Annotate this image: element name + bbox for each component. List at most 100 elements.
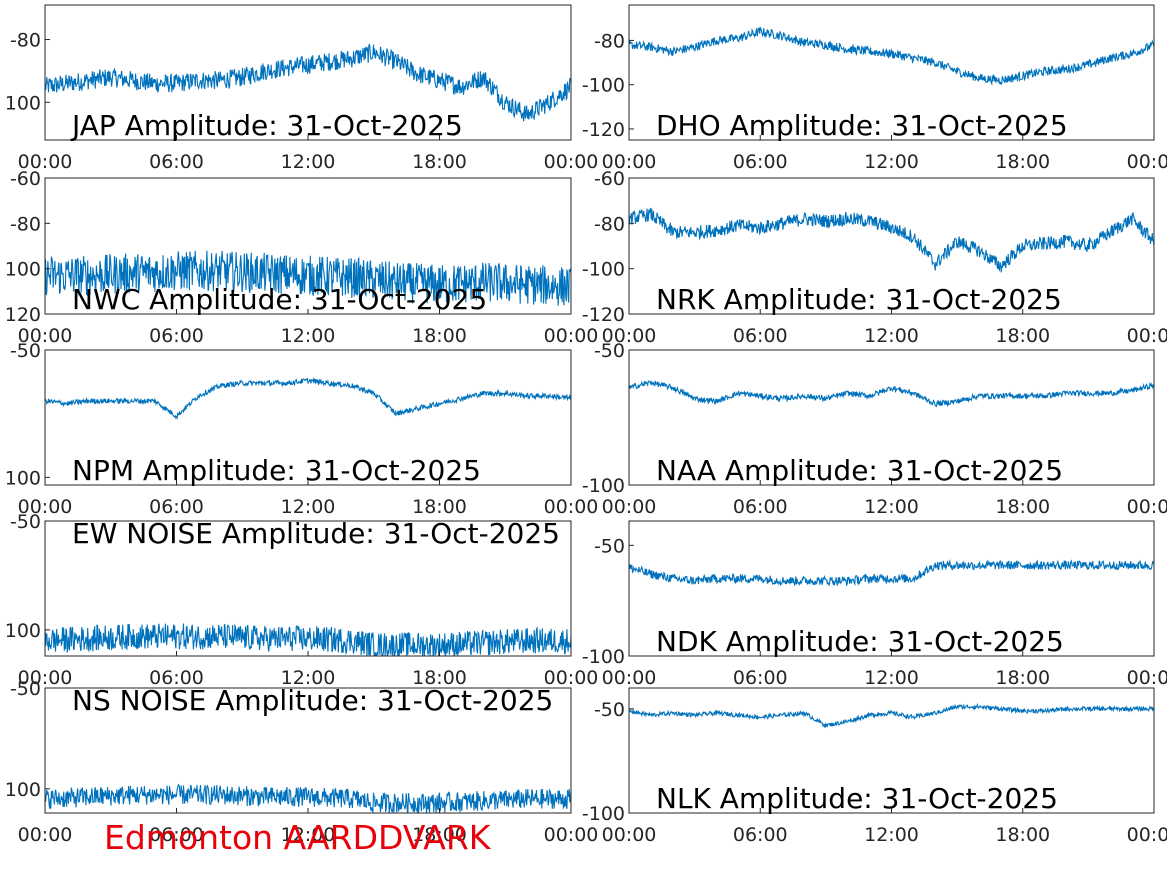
ns-noise-x-tick-label: 00:00 [18, 824, 73, 846]
npm-x-tick-label: 00:00 [18, 496, 73, 518]
naa-x-tick-label: 12:00 [864, 496, 919, 518]
npm-title: NPM Amplitude: 31-Oct-2025 [72, 454, 481, 487]
ndk-x-tick-label: 18:00 [995, 667, 1050, 689]
nwc-x-tick-label: 00:00 [18, 325, 73, 347]
nrk-y-tick-label: -80 [594, 213, 625, 235]
ndk-title: NDK Amplitude: 31-Oct-2025 [656, 625, 1064, 658]
nwc-x-tick-label: 00:00 [544, 325, 599, 347]
nrk-x-tick-label: 00:00 [1127, 325, 1167, 347]
jap-trace [45, 43, 571, 122]
naa-trace [629, 379, 1154, 408]
ns-noise-y-tick-label: -50 [10, 678, 41, 700]
dho-x-tick-label: 18:00 [995, 151, 1050, 173]
ew-noise-x-tick-label: 06:00 [149, 667, 204, 689]
nrk-x-tick-label: 00:00 [602, 325, 657, 347]
nlk-x-tick-label: 00:00 [1127, 824, 1167, 846]
panel-jap: 00:00 06:00 12:00 18:00 00:00 -80 100 JAP Ampli… [5, 4, 599, 173]
ns-noise-trace [45, 783, 571, 813]
npm-y-tick-label: -50 [10, 340, 41, 362]
dho-x-tick-label: 06:00 [733, 151, 788, 173]
npm-y-tick-label: 100 [5, 467, 41, 489]
nlk-x-tick-label: 00:00 [602, 824, 657, 846]
dho-y-tick-label: -120 [582, 119, 625, 141]
ndk-x-tick-label: 00:00 [602, 667, 657, 689]
dho-x-tick-label: 12:00 [864, 151, 919, 173]
nlk-x-tick-label: 06:00 [733, 824, 788, 846]
nlk-trace [629, 702, 1154, 729]
npm-x-tick-label: 18:00 [412, 496, 467, 518]
ns-noise-y-tick-label: 100 [5, 779, 41, 801]
npm-x-tick-label: 06:00 [149, 496, 204, 518]
jap-y-tick-label: 100 [5, 92, 41, 114]
nwc-y-tick-label: -80 [10, 213, 41, 235]
dho-title: DHO Amplitude: 31-Oct-2025 [656, 109, 1068, 142]
nwc-x-tick-label: 18:00 [412, 325, 467, 347]
naa-y-tick-label: -100 [582, 475, 625, 497]
nwc-title: NWC Amplitude: 31-Oct-2025 [72, 283, 487, 316]
ndk-x-tick-label: 12:00 [864, 667, 919, 689]
nlk-y-tick-label: -100 [582, 803, 625, 825]
ndk-y-tick-label: -100 [582, 646, 625, 668]
naa-x-tick-label: 18:00 [995, 496, 1050, 518]
nrk-trace [629, 207, 1154, 273]
panel-npm: 00:00 06:00 12:00 18:00 00:00 -50 100 NPM Ampli… [5, 340, 599, 518]
ew-noise-y-tick-label: -50 [10, 511, 41, 533]
nrk-x-tick-label: 06:00 [733, 325, 788, 347]
ew-noise-x-tick-label: 18:00 [412, 667, 467, 689]
nwc-trace [45, 250, 571, 306]
ew-noise-x-tick-label: 00:00 [18, 667, 73, 689]
npm-x-tick-label: 00:00 [544, 496, 599, 518]
panel-naa: 00:00 06:00 12:00 18:00 00:00 -50 -100 NAA Ampl… [582, 340, 1167, 518]
panel-dho: 00:00 06:00 12:00 18:00 00:00 -80 -100 -120 DHO … [582, 4, 1167, 173]
panel-nwc: 00:00 06:00 12:00 18:00 00:00 -60 -80 100 120 NWC… [5, 168, 599, 347]
ns-noise-x-tick-label: 18:00 [412, 824, 467, 846]
nrk-x-tick-label: 12:00 [864, 325, 919, 347]
nrk-title: NRK Amplitude: 31-Oct-2025 [656, 283, 1062, 316]
naa-title: NAA Amplitude: 31-Oct-2025 [656, 454, 1063, 487]
nwc-y-tick-label: 100 [5, 259, 41, 281]
nwc-y-tick-label: 120 [5, 304, 41, 326]
nwc-y-tick-label: -60 [10, 168, 41, 190]
jap-y-tick-label: -80 [10, 30, 41, 52]
dho-y-tick-label: -80 [594, 30, 625, 52]
jap-title: JAP Amplitude: 31-Oct-2025 [70, 109, 463, 142]
panel-ns-noise: 00:00 06:00 12:00 18:00 00:00 -50 100 NS NOISE … [5, 678, 599, 846]
panel-ndk: 00:00 06:00 12:00 18:00 00:00 -50 -100 NDK Ampl… [582, 520, 1167, 689]
nlk-x-tick-label: 12:00 [864, 824, 919, 846]
nlk-title: NLK Amplitude: 31-Oct-2025 [656, 782, 1058, 815]
ew-noise-x-tick-label: 00:00 [544, 667, 599, 689]
jap-x-tick-label: 18:00 [412, 151, 467, 173]
jap-x-tick-label: 00:00 [544, 151, 599, 173]
ns-noise-x-tick-label: 06:00 [149, 824, 204, 846]
jap-x-tick-label: 12:00 [281, 151, 336, 173]
nwc-x-tick-label: 06:00 [149, 325, 204, 347]
nrk-y-tick-label: -60 [594, 168, 625, 190]
jap-x-tick-label: 06:00 [149, 151, 204, 173]
dho-x-tick-label: 00:00 [602, 151, 657, 173]
nrk-x-tick-label: 18:00 [995, 325, 1050, 347]
dho-trace [629, 25, 1154, 86]
jap-x-tick-label: 00:00 [18, 151, 73, 173]
ndk-x-tick-label: 00:00 [1127, 667, 1167, 689]
ew-noise-x-tick-label: 12:00 [281, 667, 336, 689]
npm-x-tick-label: 12:00 [281, 496, 336, 518]
ew-noise-y-tick-label: 100 [5, 620, 41, 642]
ndk-trace [629, 559, 1154, 587]
npm-trace [45, 377, 571, 420]
ns-noise-x-tick-label: 00:00 [544, 824, 599, 846]
ew-noise-trace [45, 623, 571, 656]
nrk-y-tick-label: -100 [582, 259, 625, 281]
naa-y-tick-label: -50 [594, 340, 625, 362]
ndk-y-tick-label: -50 [594, 535, 625, 557]
panel-nlk: 00:00 06:00 12:00 18:00 00:00 -50 -100 NLK Ampl… [582, 687, 1167, 846]
naa-x-tick-label: 06:00 [733, 496, 788, 518]
nrk-y-tick-label: -120 [582, 304, 625, 326]
ns-noise-x-tick-label: 12:00 [281, 824, 336, 846]
ew-noise-title: EW NOISE Amplitude: 31-Oct-2025 [72, 517, 560, 550]
panel-ew-noise: 00:00 06:00 12:00 18:00 00:00 -50 100 EW NOISE … [5, 511, 599, 689]
naa-x-tick-label: 00:00 [1127, 496, 1167, 518]
nlk-y-tick-label: -50 [594, 699, 625, 721]
station-label: Edmonton AARDDVARK [104, 818, 491, 857]
naa-x-tick-label: 00:00 [602, 496, 657, 518]
